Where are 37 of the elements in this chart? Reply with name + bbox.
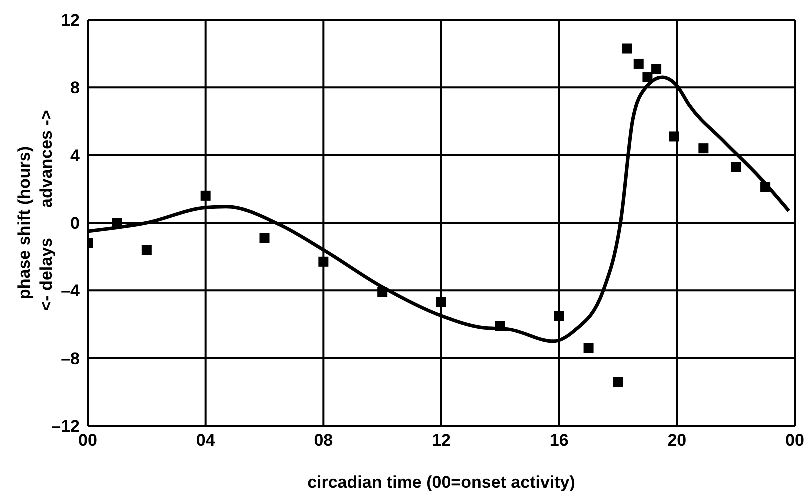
y-tick-label: 0 — [70, 214, 80, 234]
point — [698, 144, 709, 154]
point — [652, 64, 662, 74]
x-tick-label: 16 — [550, 431, 569, 450]
point — [112, 218, 122, 228]
point — [436, 298, 446, 308]
y-axis-title: phase shift (hours) — [15, 146, 34, 300]
y-tick-label: 12 — [61, 11, 80, 30]
point — [642, 72, 653, 83]
point — [622, 44, 632, 54]
point — [318, 256, 329, 267]
point — [584, 343, 594, 354]
y-tick-label: –12 — [52, 417, 80, 436]
point — [260, 233, 270, 244]
y-tick-label: –4 — [61, 282, 81, 301]
point — [760, 182, 771, 192]
point — [495, 321, 506, 332]
point — [142, 245, 152, 256]
point — [731, 162, 742, 172]
text: advances -> — [37, 110, 56, 208]
y-tick-label: 4 — [70, 146, 81, 166]
x-axis-title: circadian time (00=onset activity) — [308, 473, 576, 492]
x-tick-label: 20 — [668, 431, 687, 450]
x-tick-label: 00 — [786, 431, 804, 450]
x-tick-label: 12 — [432, 431, 451, 450]
y-tick-label: –8 — [61, 349, 80, 368]
point — [554, 311, 564, 322]
x-tick-label: 08 — [314, 431, 334, 450]
y-tick-label: 8 — [70, 78, 80, 98]
point — [634, 58, 644, 69]
point — [378, 287, 388, 298]
point — [669, 132, 680, 142]
x-tick-label: 04 — [196, 431, 216, 450]
point — [613, 377, 624, 388]
point — [200, 190, 211, 201]
text: <- delays — [37, 238, 56, 312]
x-tick-label: 00 — [78, 431, 98, 450]
